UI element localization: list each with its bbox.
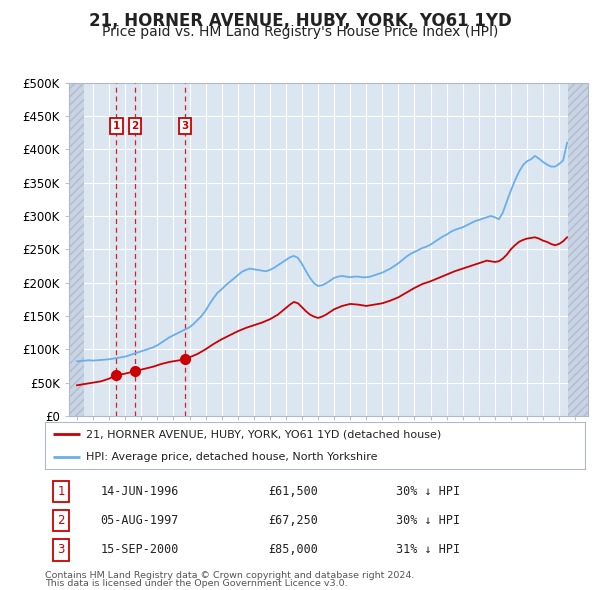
Text: HPI: Average price, detached house, North Yorkshire: HPI: Average price, detached house, Nort… xyxy=(86,452,377,462)
Text: £61,500: £61,500 xyxy=(268,485,319,498)
Text: £67,250: £67,250 xyxy=(268,514,319,527)
Text: 21, HORNER AVENUE, HUBY, YORK, YO61 1YD: 21, HORNER AVENUE, HUBY, YORK, YO61 1YD xyxy=(89,12,511,30)
Bar xyxy=(568,83,588,416)
Text: Price paid vs. HM Land Registry's House Price Index (HPI): Price paid vs. HM Land Registry's House … xyxy=(102,25,498,40)
Bar xyxy=(69,83,84,416)
Text: 31% ↓ HPI: 31% ↓ HPI xyxy=(397,543,460,556)
Text: 30% ↓ HPI: 30% ↓ HPI xyxy=(397,485,460,498)
Text: 2: 2 xyxy=(58,514,65,527)
Text: 3: 3 xyxy=(181,121,188,131)
Text: 2: 2 xyxy=(131,121,139,131)
Text: Contains HM Land Registry data © Crown copyright and database right 2024.: Contains HM Land Registry data © Crown c… xyxy=(45,571,415,579)
Text: 30% ↓ HPI: 30% ↓ HPI xyxy=(397,514,460,527)
Bar xyxy=(69,83,84,416)
Text: £85,000: £85,000 xyxy=(268,543,319,556)
Text: 21, HORNER AVENUE, HUBY, YORK, YO61 1YD (detached house): 21, HORNER AVENUE, HUBY, YORK, YO61 1YD … xyxy=(86,429,441,439)
Text: 14-JUN-1996: 14-JUN-1996 xyxy=(100,485,179,498)
Text: This data is licensed under the Open Government Licence v3.0.: This data is licensed under the Open Gov… xyxy=(45,579,347,588)
Text: 15-SEP-2000: 15-SEP-2000 xyxy=(100,543,179,556)
Text: 05-AUG-1997: 05-AUG-1997 xyxy=(100,514,179,527)
Bar xyxy=(568,83,588,416)
Text: 1: 1 xyxy=(113,121,120,131)
Text: 1: 1 xyxy=(58,485,65,498)
Text: 3: 3 xyxy=(58,543,65,556)
